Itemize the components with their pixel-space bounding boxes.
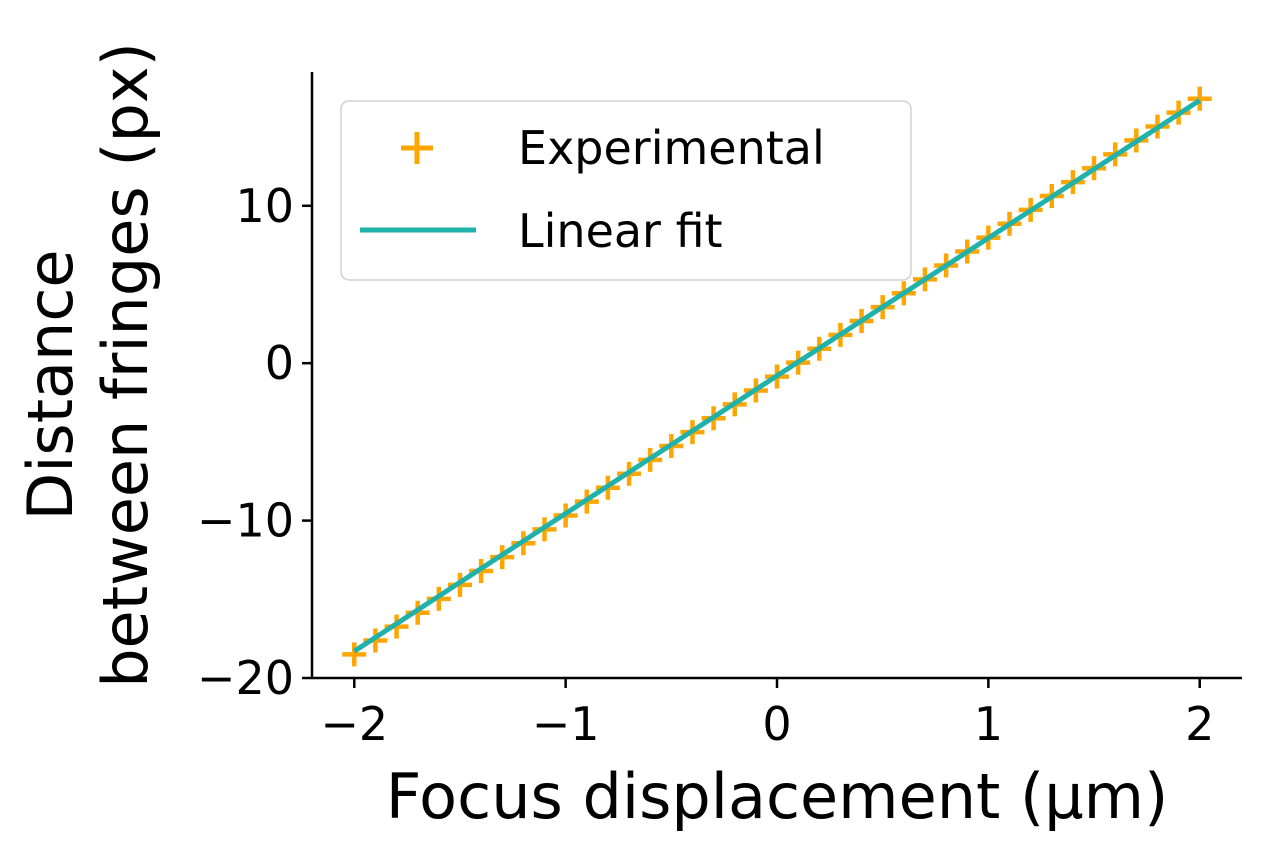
x-tick-label: 1 xyxy=(974,697,1003,751)
y-axis-label-line-1: Distance xyxy=(14,249,87,520)
legend-label-experimental: Experimental xyxy=(518,121,825,175)
x-axis-label: Focus displacement (μm) xyxy=(386,760,1169,833)
series-linear-fit xyxy=(352,98,1202,654)
x-tick-label: −2 xyxy=(320,697,388,751)
experimental-point xyxy=(342,642,367,667)
plot-area xyxy=(342,86,1212,667)
x-tick-label: 0 xyxy=(762,697,791,751)
y-ticks: −20 −10 0 10 xyxy=(197,179,312,705)
y-tick-label: −10 xyxy=(197,494,294,548)
legend: Experimental Linear fit xyxy=(340,100,912,281)
y-tick-label: −20 xyxy=(197,651,294,705)
experimental-point xyxy=(1187,86,1212,111)
x-tick-label: −1 xyxy=(532,697,600,751)
legend-label-linear-fit: Linear fit xyxy=(518,204,723,258)
y-tick-label: 10 xyxy=(235,179,294,233)
y-axis-label-line-2: between fringes (px) xyxy=(89,42,162,688)
legend-frame xyxy=(340,100,912,281)
legend-marker-experimental xyxy=(401,132,433,164)
x-tick-label: 2 xyxy=(1185,697,1214,751)
y-tick-label: 0 xyxy=(265,336,294,390)
x-ticks: −2 −1 0 1 2 xyxy=(320,678,1214,751)
